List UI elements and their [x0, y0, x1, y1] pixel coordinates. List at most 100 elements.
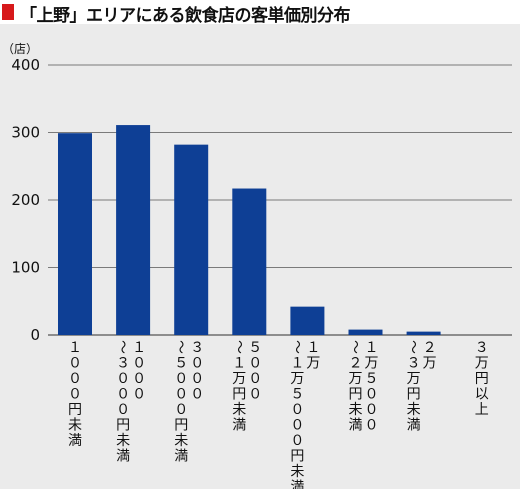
svg-text:０: ０ — [174, 402, 188, 418]
svg-text:未: 未 — [68, 418, 82, 434]
y-tick-label: 400 — [11, 56, 40, 74]
svg-text:０: ０ — [190, 371, 204, 387]
svg-text:円: 円 — [68, 402, 82, 418]
y-tick-labels: 0 100 200 300 400 — [11, 56, 40, 344]
y-axis-unit-label: （店） — [2, 42, 38, 56]
svg-text:０: ０ — [116, 387, 130, 403]
y-tick-label: 100 — [11, 259, 40, 277]
svg-text:満: 満 — [116, 449, 130, 465]
svg-text:３: ３ — [407, 356, 421, 372]
svg-text:０: ０ — [68, 387, 82, 403]
bar-5 — [290, 306, 325, 335]
svg-text:０: ０ — [132, 356, 146, 372]
svg-text:〜: 〜 — [288, 340, 304, 354]
svg-text:０: ０ — [365, 418, 379, 434]
svg-text:円: 円 — [407, 387, 421, 403]
title-bar: 「上野」エリアにある飲食店の客単価別分布 — [0, 0, 520, 26]
svg-text:円: 円 — [174, 418, 188, 434]
svg-text:１: １ — [365, 340, 379, 356]
svg-text:満: 満 — [232, 418, 246, 434]
svg-text:満: 満 — [349, 418, 363, 434]
svg-text:以: 以 — [475, 387, 489, 403]
svg-text:万: 万 — [407, 371, 421, 387]
y-tick-label: 0 — [30, 326, 40, 344]
bars — [58, 125, 441, 335]
svg-text:１: １ — [68, 340, 82, 356]
svg-text:０: ０ — [365, 387, 379, 403]
svg-text:円: 円 — [475, 371, 489, 387]
svg-text:０: ０ — [132, 371, 146, 387]
bar-6 — [348, 329, 383, 335]
svg-text:満: 満 — [290, 480, 304, 489]
x-category-labels: １０００円未満１０００〜３０００円未満３０００〜５０００円未満５０００〜１万円未… — [68, 340, 489, 489]
svg-text:０: ０ — [248, 371, 262, 387]
svg-text:０: ０ — [68, 371, 82, 387]
svg-text:０: ０ — [290, 433, 304, 449]
svg-text:３: ３ — [475, 340, 489, 356]
svg-text:未: 未 — [290, 464, 304, 480]
svg-text:５: ５ — [290, 387, 304, 403]
svg-text:万: 万 — [423, 356, 437, 372]
svg-text:未: 未 — [407, 402, 421, 418]
svg-text:未: 未 — [116, 433, 130, 449]
svg-text:〜: 〜 — [230, 340, 246, 354]
svg-text:〜: 〜 — [114, 340, 130, 354]
svg-text:満: 満 — [174, 449, 188, 465]
svg-text:上: 上 — [475, 402, 489, 418]
svg-text:満: 満 — [407, 418, 421, 434]
svg-text:５: ５ — [365, 371, 379, 387]
svg-text:万: 万 — [365, 356, 379, 372]
svg-text:１: １ — [132, 340, 146, 356]
svg-text:０: ０ — [248, 356, 262, 372]
bar-4 — [232, 188, 267, 335]
svg-text:未: 未 — [174, 433, 188, 449]
bar-7 — [406, 331, 441, 335]
svg-text:万: 万 — [349, 371, 363, 387]
title-marker — [2, 4, 14, 20]
svg-text:円: 円 — [349, 387, 363, 403]
svg-text:〜: 〜 — [347, 340, 363, 354]
svg-text:万: 万 — [306, 356, 320, 372]
svg-text:万: 万 — [290, 371, 304, 387]
svg-text:１: １ — [232, 356, 246, 372]
svg-text:２: ２ — [423, 340, 437, 356]
svg-text:０: ０ — [190, 387, 204, 403]
svg-text:０: ０ — [68, 356, 82, 372]
svg-text:０: ０ — [290, 418, 304, 434]
svg-text:５: ５ — [248, 340, 262, 356]
svg-text:円: 円 — [232, 387, 246, 403]
svg-text:０: ０ — [365, 402, 379, 418]
svg-text:２: ２ — [349, 356, 363, 372]
svg-text:３: ３ — [190, 340, 204, 356]
svg-text:５: ５ — [174, 356, 188, 372]
svg-text:０: ０ — [290, 402, 304, 418]
svg-text:０: ０ — [116, 402, 130, 418]
svg-text:未: 未 — [232, 402, 246, 418]
y-tick-label: 300 — [11, 124, 40, 142]
bar-3 — [174, 144, 209, 335]
svg-text:３: ３ — [116, 356, 130, 372]
svg-text:万: 万 — [475, 356, 489, 372]
svg-text:０: ０ — [132, 387, 146, 403]
svg-text:万: 万 — [232, 371, 246, 387]
svg-text:〜: 〜 — [172, 340, 188, 354]
svg-text:円: 円 — [290, 449, 304, 465]
y-tick-label: 200 — [11, 191, 40, 209]
svg-text:１: １ — [306, 340, 320, 356]
svg-text:満: 満 — [68, 433, 82, 449]
svg-text:０: ０ — [116, 371, 130, 387]
bar-1 — [58, 133, 92, 335]
svg-text:〜: 〜 — [405, 340, 421, 354]
svg-text:０: ０ — [174, 371, 188, 387]
svg-text:１: １ — [290, 356, 304, 372]
svg-text:円: 円 — [116, 418, 130, 434]
